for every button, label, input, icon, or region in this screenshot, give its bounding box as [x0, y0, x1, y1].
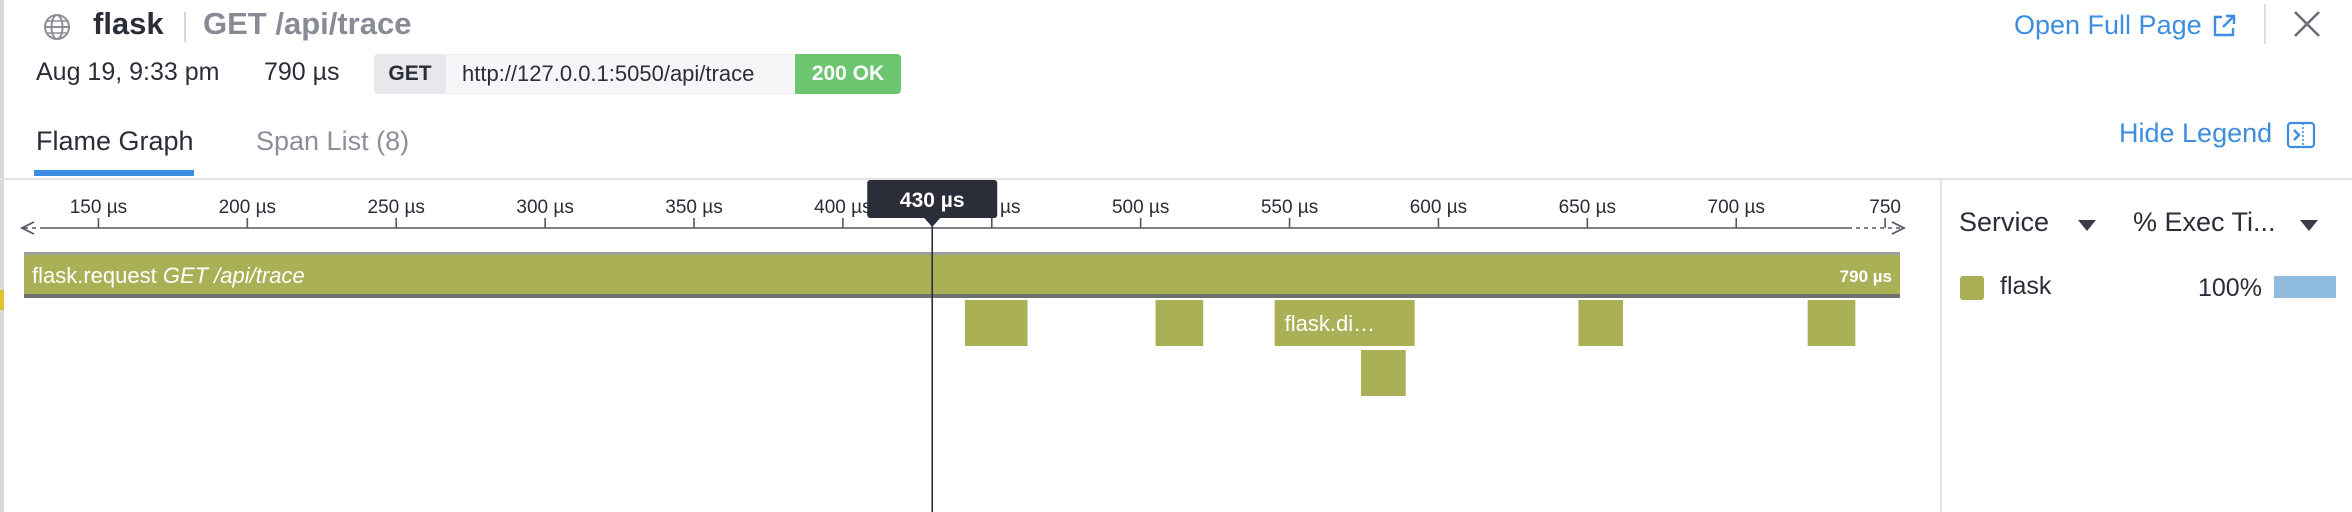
hide-legend-button[interactable]: Hide Legend	[2119, 118, 2273, 148]
open-full-page-link[interactable]: Open Full Page	[2014, 10, 2202, 40]
root-span-bottom-border	[24, 294, 1900, 298]
active-tab-indicator	[34, 170, 194, 176]
axis-tick-label: 500 µs	[1112, 197, 1169, 218]
axis-tick-label: 700 µs	[1708, 197, 1765, 218]
axis-tick-label: 300 µs	[516, 197, 573, 218]
axis-tick-label: 650 µs	[1559, 197, 1616, 218]
tabs-divider	[0, 178, 2352, 180]
axis-tick-label: 250 µs	[368, 197, 425, 218]
child-span-bar[interactable]	[964, 300, 1028, 346]
child-span-label: flask.di…	[1285, 311, 1375, 336]
legend-service-header[interactable]: Service	[1959, 207, 2050, 237]
time-cursor: 430 µs	[867, 180, 998, 512]
title-separator	[184, 12, 186, 42]
close-icon[interactable]	[2291, 8, 2323, 40]
left-edge-accent	[0, 290, 4, 310]
left-edge-strip	[0, 0, 4, 512]
trace-duration: 790 µs	[264, 58, 340, 86]
root-span-label: flask.request GET /api/trace	[32, 263, 305, 288]
span-layer: flask.request GET /api/trace 790 µs flask.…	[24, 252, 1900, 396]
axis-tick-label: 350 µs	[665, 197, 722, 218]
http-method-badge: GET	[374, 54, 446, 94]
child-span-bar[interactable]	[1155, 300, 1204, 346]
caret-down-icon[interactable]	[2300, 220, 2318, 231]
axis-tick-label: 600 µs	[1410, 197, 1467, 218]
root-span-bar[interactable]	[24, 255, 1900, 294]
legend-panel-separator	[1940, 180, 1942, 512]
axis-tick-label: 200 µs	[219, 197, 276, 218]
child-span-bar[interactable]	[1274, 300, 1415, 346]
cursor-tooltip	[867, 180, 998, 218]
legend-exec-time-header[interactable]: % Exec Ti...	[2133, 207, 2276, 237]
axis-tick-label: 750	[1869, 197, 1901, 218]
status-badge: 200 OK	[795, 54, 901, 94]
cursor-label: 430 µs	[900, 189, 965, 212]
legend-exec-percent: 100%	[2198, 274, 2262, 302]
trace-header: flask GET /api/trace Aug 19, 9:33 pm 790…	[0, 0, 2352, 120]
legend-service-name: flask	[2000, 272, 2052, 300]
trace-date: Aug 19, 9:33 pm	[36, 58, 220, 86]
root-span-top-border	[24, 252, 1900, 255]
axis-tick-label: 150 µs	[70, 197, 127, 218]
external-link-icon[interactable]	[2210, 12, 2238, 40]
legend-color-swatch	[1960, 276, 1984, 300]
cursor-pointer-icon	[924, 218, 941, 227]
header-separator	[2264, 4, 2266, 44]
root-span-duration: 790 µs	[1840, 267, 1892, 286]
child-span-bar[interactable]	[1578, 300, 1624, 346]
tab-flame-graph[interactable]: Flame Graph	[36, 126, 194, 156]
globe-icon	[44, 14, 70, 40]
caret-down-icon[interactable]	[2078, 220, 2096, 231]
tab-span-list[interactable]: Span List (8)	[256, 126, 410, 156]
axis-tick-label: 400 µs	[814, 197, 871, 218]
legend-toggle-icon[interactable]	[2286, 120, 2316, 150]
request-url: http://127.0.0.1:5050/api/trace	[446, 54, 794, 94]
axis-tick-label: 550 µs	[1261, 197, 1318, 218]
resource-name: GET /api/trace	[203, 6, 412, 41]
axis-left-arrow-icon	[19, 221, 35, 235]
child-span-bar[interactable]	[1807, 300, 1856, 346]
legend-exec-bar	[2274, 276, 2336, 298]
axis-right-arrow-icon	[1891, 221, 1907, 235]
child-span-bar[interactable]	[1361, 350, 1406, 396]
service-name: flask	[93, 6, 164, 41]
